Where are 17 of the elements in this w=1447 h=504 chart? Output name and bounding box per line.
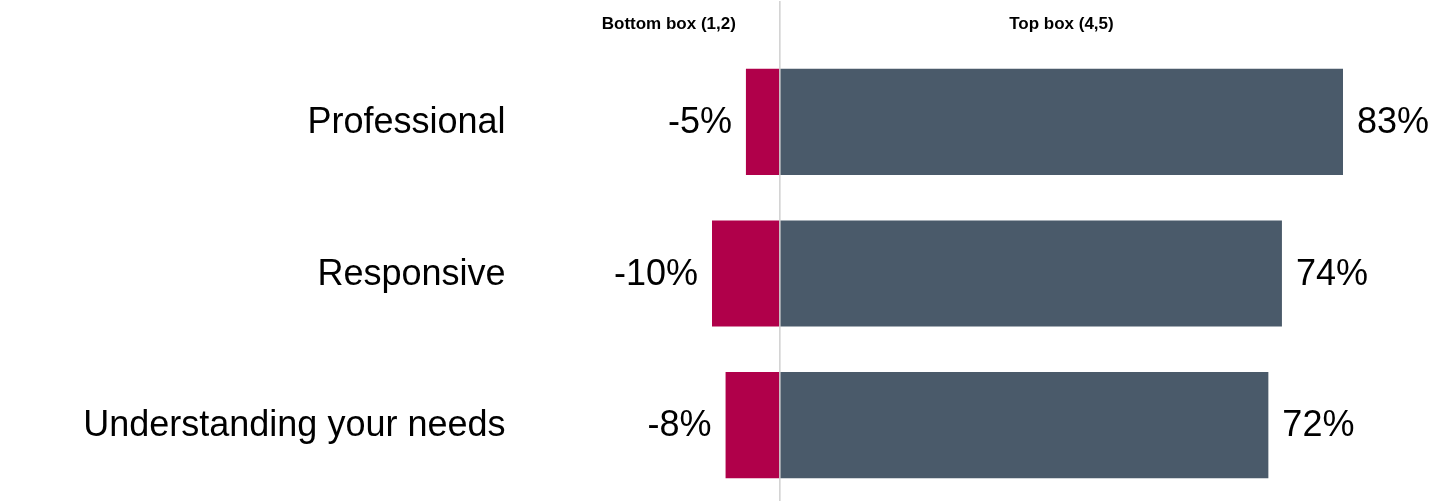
bar <box>779 220 1282 327</box>
data-label: 72% <box>1282 403 1355 445</box>
y-tick-label: Understanding your needs <box>83 403 506 445</box>
bar <box>725 372 780 479</box>
data-label: 83% <box>1357 99 1430 141</box>
data-label: 74% <box>1295 251 1368 293</box>
bar <box>712 220 780 327</box>
data-label: -8% <box>647 403 712 445</box>
data-label: -10% <box>613 251 698 293</box>
bar <box>779 68 1343 175</box>
bar <box>779 372 1269 479</box>
data-label: -5% <box>667 99 732 141</box>
y-tick-label: Professional <box>307 99 506 141</box>
text: Top box (4,5) <box>1009 14 1114 33</box>
y-tick-label: Responsive <box>317 251 506 293</box>
text: Bottom box (1,2) <box>601 14 736 33</box>
bar <box>745 68 780 175</box>
